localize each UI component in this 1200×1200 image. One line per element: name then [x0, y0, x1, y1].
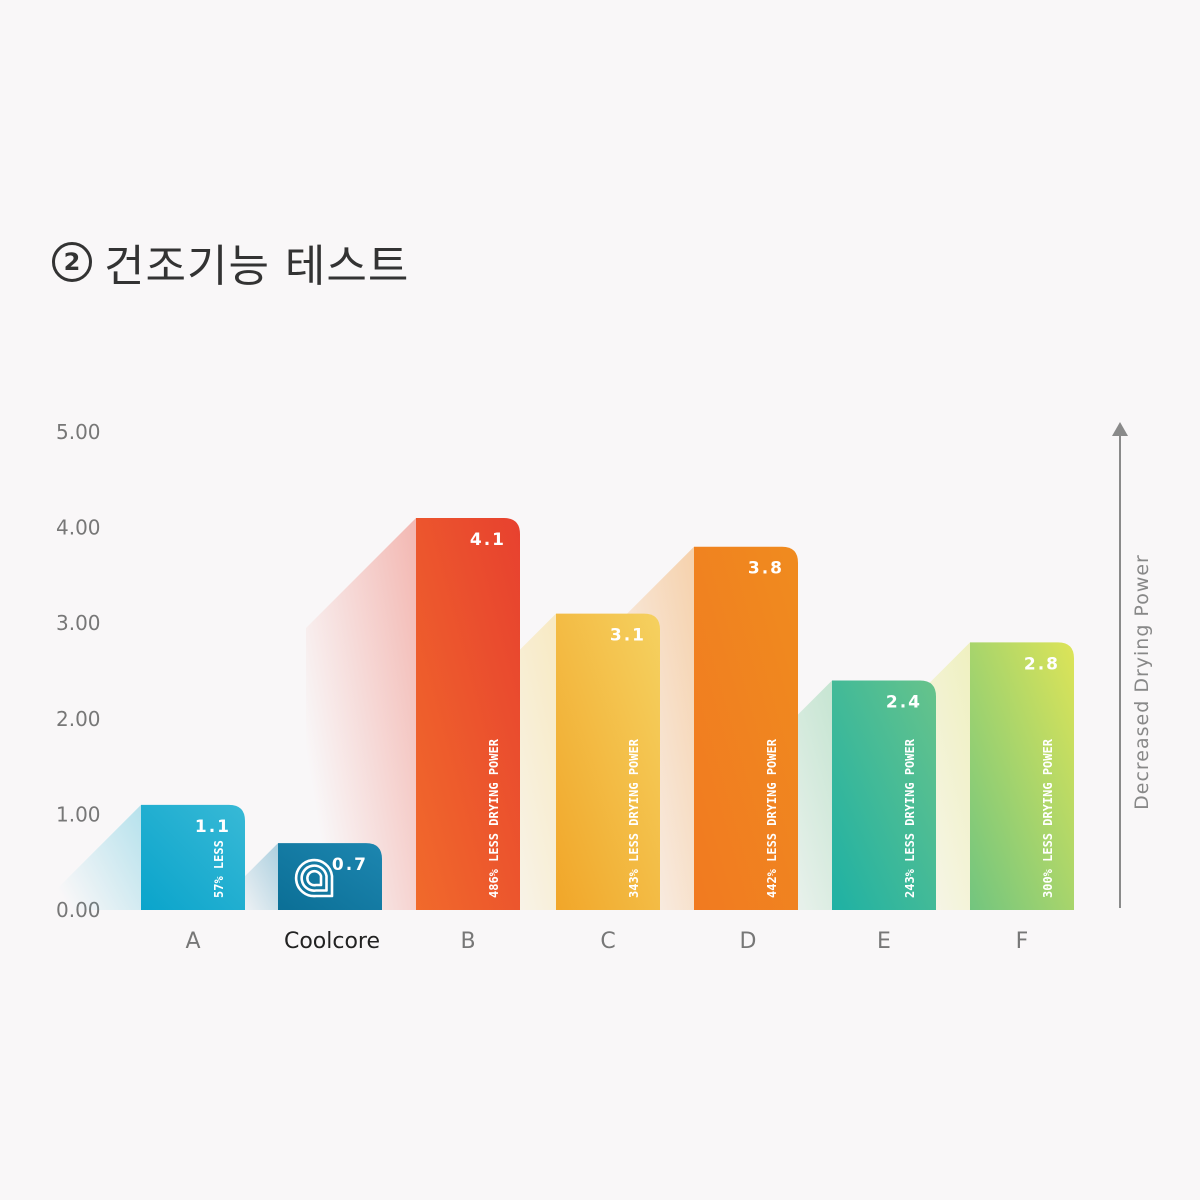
bar-coolcore	[278, 843, 382, 910]
bar-e	[832, 680, 936, 910]
bar-annotation: 57% LESS	[212, 840, 226, 898]
bar-c	[556, 613, 660, 910]
bar-annotation: 243% LESS DRYING POWER	[903, 738, 917, 898]
circled-number: 2	[52, 242, 92, 282]
bars: 1.1 57% LESS 0.7 4.1 486% LESS DRYING POWER 3…	[141, 518, 1074, 910]
bar-annotation: 343% LESS DRYING POWER	[627, 738, 641, 898]
bar-annotation: 442% LESS DRYING POWER	[765, 738, 779, 898]
value-label: 2.4	[886, 693, 922, 713]
value-label: 4.1	[470, 530, 506, 550]
y-tick-label: 5.00	[56, 420, 101, 444]
x-category-label: A	[185, 929, 200, 954]
title-text: 건조기능 테스트	[104, 241, 410, 292]
y-tick-label: 4.00	[56, 516, 101, 540]
value-label: 3.8	[748, 559, 784, 579]
coolcore-logo-icon	[294, 858, 334, 898]
value-label: 0.7	[332, 855, 368, 875]
value-label: 3.1	[610, 626, 646, 646]
y-axis-ticks: 0.001.002.003.004.005.00	[56, 420, 101, 922]
x-axis-labels: A Coolcore B C D E F	[185, 929, 1028, 954]
x-category-label: C	[600, 929, 615, 954]
bar-f	[970, 642, 1074, 910]
value-label: 2.8	[1024, 654, 1060, 674]
y-tick-label: 1.00	[56, 802, 101, 826]
bar-d	[694, 546, 798, 910]
y-tick-label: 2.00	[56, 707, 101, 731]
bar-annotation: 486% LESS DRYING POWER	[487, 738, 501, 898]
bar-a	[141, 804, 245, 910]
y-tick-label: 3.00	[56, 611, 101, 635]
up-arrow-icon	[1112, 422, 1128, 436]
x-category-label: D	[740, 929, 757, 954]
right-axis: Decreased Drying Power	[1112, 422, 1153, 908]
bar-b	[416, 518, 520, 910]
x-category-label: B	[460, 929, 475, 954]
x-category-label: Coolcore	[284, 929, 380, 954]
x-category-label: E	[877, 929, 891, 954]
bar-shadow	[46, 804, 141, 910]
page-title: 2 건조기능 테스트	[52, 232, 409, 292]
y-axis-title: Decreased Drying Power	[1131, 554, 1153, 810]
bar-shadow	[306, 518, 416, 910]
value-label: 1.1	[195, 817, 231, 837]
bar-annotation: 300% LESS DRYING POWER	[1041, 738, 1055, 898]
x-category-label: F	[1016, 929, 1029, 954]
